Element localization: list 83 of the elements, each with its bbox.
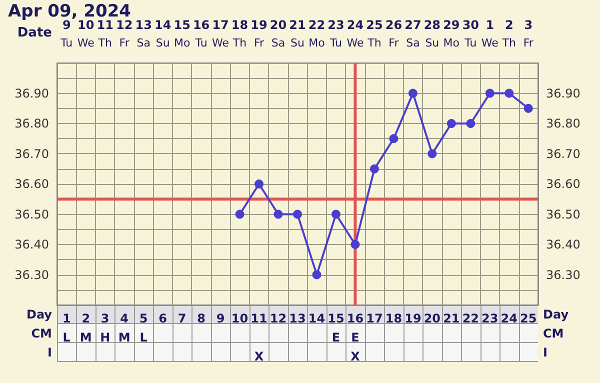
text: 16 Tu — [192, 18, 210, 50]
x-tick-label: 3 H — [100, 312, 110, 344]
x-tick-label: 21 — [443, 312, 460, 326]
text: 2 Th — [501, 18, 516, 50]
x-tick-label: 2 M — [80, 312, 92, 344]
point — [235, 210, 244, 219]
x-tick-label: 16 E X — [346, 312, 364, 364]
text: 21 Su — [289, 18, 306, 50]
text: 14 Su — [154, 18, 172, 50]
text: 27 Sa — [404, 18, 422, 50]
x-tick-label: 9 — [216, 312, 225, 326]
point — [331, 210, 340, 219]
text: 22 Mo — [308, 18, 326, 50]
text: 17 We — [212, 18, 230, 50]
point — [408, 88, 418, 98]
text: 30 Tu — [462, 18, 480, 50]
x-tick-label: 5 L — [139, 312, 148, 344]
point — [524, 104, 533, 113]
x-tick-label: 14 — [308, 312, 326, 326]
text: 3 Fr — [523, 18, 534, 50]
y-tick-label: 36.70 — [14, 146, 49, 161]
y-tick-label: 36.90 — [14, 86, 49, 100]
point — [350, 240, 360, 249]
text: 15 Mo — [174, 18, 190, 50]
point — [485, 88, 494, 98]
point — [466, 119, 476, 128]
category-label: 11 X — [250, 312, 268, 364]
point — [389, 134, 398, 144]
text: 28 Su — [424, 18, 441, 50]
text: CM — [543, 326, 564, 340]
y2-tick-label: 36.30 — [546, 268, 580, 282]
text: 24 We — [346, 18, 364, 50]
y-tick-label: 36.30 — [14, 268, 49, 282]
text: 26 Fr — [385, 18, 402, 50]
y-tick-label: 36.40 — [14, 238, 49, 252]
x-tick-label: 25 — [520, 312, 537, 326]
x-tick-label: 8 — [197, 312, 206, 326]
y-tick-label: 36.50 — [14, 207, 49, 222]
point — [504, 88, 514, 98]
text: 18 Th — [231, 18, 248, 50]
y2-tick-label: 36.70 — [546, 146, 580, 161]
point — [274, 210, 283, 219]
text: 29 Mo — [443, 18, 460, 50]
text: 23 Tu — [328, 18, 344, 50]
x-tick-label: 4 M — [118, 312, 130, 344]
y2-tick-label: 36.60 — [546, 177, 580, 191]
x-tick-label: 6 — [158, 312, 167, 326]
y2-tick-label: 36.40 — [546, 238, 580, 252]
text: Day — [543, 308, 569, 322]
point — [370, 164, 379, 174]
x-tick-label: 17 — [366, 312, 383, 326]
y-tick-label: 36.60 — [14, 177, 49, 191]
y2-tick-label: 36.50 — [546, 207, 580, 222]
text: I — [48, 346, 52, 360]
point — [293, 210, 302, 219]
text: 19 Fr — [250, 18, 268, 50]
point — [312, 270, 322, 280]
x-tick-label: 15 E — [328, 312, 344, 344]
x-tick-label: 19 — [404, 312, 422, 326]
x-tick-label: 22 — [462, 312, 480, 326]
y2-tick-label: 36.80 — [546, 116, 580, 130]
x-axis-title: Day — [26, 308, 52, 322]
x-tick-label: 7 — [178, 312, 186, 326]
x-tick-label: 18 — [385, 312, 402, 326]
x-tick-label: 20 — [424, 312, 441, 326]
text: Date — [17, 26, 52, 40]
x-tick-label: 23 — [482, 312, 498, 326]
text: 20 Sa — [270, 18, 287, 50]
y2-tick-label: 36.90 — [546, 86, 580, 100]
text: 13 Sa — [135, 18, 152, 50]
y-tick-label: 36.80 — [14, 116, 49, 130]
point — [428, 149, 437, 158]
x-tick-label: 10 — [231, 312, 248, 326]
text: I — [543, 346, 548, 360]
point — [446, 119, 456, 128]
x-tick-label: 12 — [270, 312, 287, 326]
text: 1 We — [481, 18, 499, 50]
text: CM — [31, 326, 52, 340]
text: 25 Th — [366, 18, 383, 50]
point — [254, 180, 264, 188]
x-tick-label: 24 — [500, 312, 518, 326]
x-tick-label: 13 — [289, 312, 306, 326]
x-tick-label: 1 L — [62, 312, 71, 344]
